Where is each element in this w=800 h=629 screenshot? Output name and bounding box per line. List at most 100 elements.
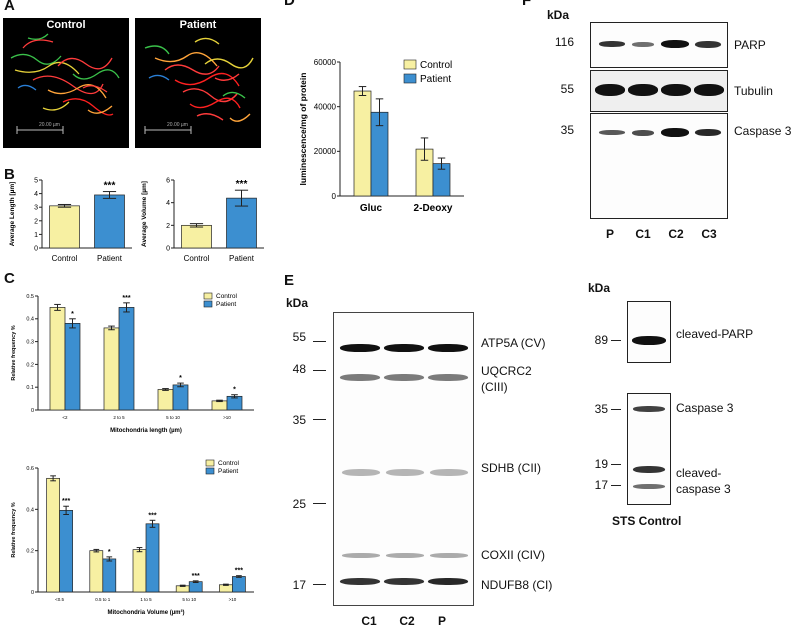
- x-tick-label: Control: [184, 254, 210, 263]
- blot-e-label-coxii: COXII (CIV): [481, 548, 546, 562]
- legend-swatch-patient: [205, 467, 215, 475]
- blot-e-marker-25: 25: [292, 497, 306, 511]
- y-tick-label: 0.3: [26, 340, 34, 346]
- blot-e-label-ciii: (CIII): [481, 380, 508, 394]
- chart-b-average-length: 0 1 2 3 4 5 Average Length [µm] Control *** Patie…: [9, 177, 132, 263]
- blot-sts-label-caspase3-cleaved: caspase 3: [676, 482, 731, 496]
- y-tick-label: 0.6: [26, 466, 34, 472]
- legend-swatch-patient: [203, 300, 213, 308]
- band: [342, 469, 380, 476]
- x-tick-label: Control: [52, 254, 78, 263]
- band: [694, 84, 724, 96]
- x-tick-label: <2: [62, 415, 68, 420]
- significance-marker: ***: [122, 295, 130, 302]
- bar: [118, 307, 135, 411]
- bar: [64, 323, 81, 411]
- blot-f-parp-strip: [590, 22, 728, 68]
- bar: [188, 581, 203, 593]
- bar: [211, 400, 228, 411]
- y-tick-label: 1: [34, 232, 38, 239]
- band: [632, 336, 666, 345]
- blot-f-lane-c2: C2: [668, 227, 684, 241]
- panel-letter-f: F: [522, 0, 532, 9]
- legend-label-patient: Patient: [218, 468, 238, 475]
- blot-e-marker-48: 48: [292, 362, 306, 376]
- marker-tick: [313, 341, 326, 342]
- band: [384, 374, 424, 381]
- y-tick-label: 60000: [314, 58, 337, 67]
- significance-marker: *: [179, 375, 182, 382]
- bar: [132, 549, 147, 593]
- band: [633, 484, 665, 489]
- band: [386, 553, 424, 558]
- blot-sts-marker-35: 35: [594, 402, 608, 416]
- band: [633, 406, 665, 412]
- band: [384, 578, 424, 585]
- blot-sts-parp-strip: [627, 301, 671, 363]
- x-tick-label: 2-Deoxy: [414, 203, 453, 214]
- y-tick-label: 2: [166, 223, 170, 230]
- band: [386, 469, 424, 476]
- blot-f-mw-116: 116: [554, 35, 574, 49]
- bar: [89, 550, 104, 593]
- y-tick-label: 0.1: [26, 385, 34, 391]
- band: [428, 374, 468, 381]
- patient-micrograph: Patient 20.00 µm: [135, 18, 261, 148]
- band: [599, 41, 625, 47]
- band: [340, 374, 380, 381]
- x-tick-label: >10: [223, 415, 231, 420]
- significance-marker: ***: [148, 512, 156, 519]
- x-tick-label: Patient: [97, 254, 123, 263]
- blot-sts-marker-17: 17: [594, 478, 608, 492]
- y-tick-label: 6: [166, 177, 170, 184]
- chart-c-volume-distribution: 0 0.2 0.4 0.6 Relative frequency % *** <0.5 * 0.…: [11, 459, 254, 616]
- bar: [103, 327, 120, 411]
- y-axis-label: Average Volume [µm]: [141, 181, 148, 247]
- blot-sts-marker-89: 89: [594, 333, 608, 347]
- significance-marker: ***: [104, 181, 116, 192]
- bar: [232, 576, 246, 593]
- blot-f-caspase3-strip: [590, 113, 728, 219]
- band: [430, 469, 468, 476]
- blot-f-lane-c1: C1: [635, 227, 651, 241]
- blot-sts-kda-label: kDa: [588, 281, 611, 295]
- y-tick-label: 0: [166, 245, 170, 252]
- bar: [172, 384, 189, 411]
- x-tick-label: 0.5 to 1: [95, 597, 111, 602]
- marker-tick: [313, 584, 326, 585]
- marker-tick: [611, 340, 621, 341]
- blot-f-tubulin-strip: [590, 70, 728, 112]
- legend-swatch-control: [205, 459, 215, 467]
- legend-label-control: Control: [218, 460, 240, 467]
- bar: [353, 90, 372, 197]
- band: [430, 553, 468, 558]
- y-tick-label: 4: [34, 191, 38, 198]
- blot-f-kda-label: kDa: [547, 8, 570, 22]
- patient-scale-bar-text: 20.00 µm: [167, 122, 188, 128]
- x-tick-label: >10: [229, 597, 237, 602]
- y-tick-label: 4: [166, 200, 170, 207]
- blot-f-label-parp: PARP: [734, 38, 766, 52]
- blot-e-marker-35: 35: [292, 413, 306, 427]
- band: [384, 344, 424, 352]
- blot-e-label-ndufb8: NDUFB8 (CI): [481, 578, 553, 592]
- blot-f-mw-55: 55: [560, 82, 574, 96]
- y-tick-label: 0.2: [26, 362, 34, 368]
- blot-e-membrane: [333, 312, 474, 606]
- blot-e-lane-c1: C1: [361, 614, 377, 628]
- blot-sts-label-cleaved-parp: cleaved-PARP: [676, 327, 754, 341]
- bar: [49, 205, 80, 249]
- band: [633, 466, 665, 473]
- band: [599, 130, 625, 135]
- band: [661, 128, 689, 137]
- bar: [157, 389, 174, 411]
- bar: [49, 307, 66, 411]
- x-tick-label: 5 to 10: [166, 415, 180, 420]
- marker-tick: [611, 409, 621, 410]
- band: [632, 42, 654, 47]
- x-tick-label: Gluc: [360, 203, 383, 214]
- blot-e-lane-c2: C2: [399, 614, 415, 628]
- control-micrograph: Control 20.00 µm: [3, 18, 129, 148]
- blot-e-marker-55: 55: [292, 330, 306, 344]
- y-tick-label: 40000: [314, 102, 337, 111]
